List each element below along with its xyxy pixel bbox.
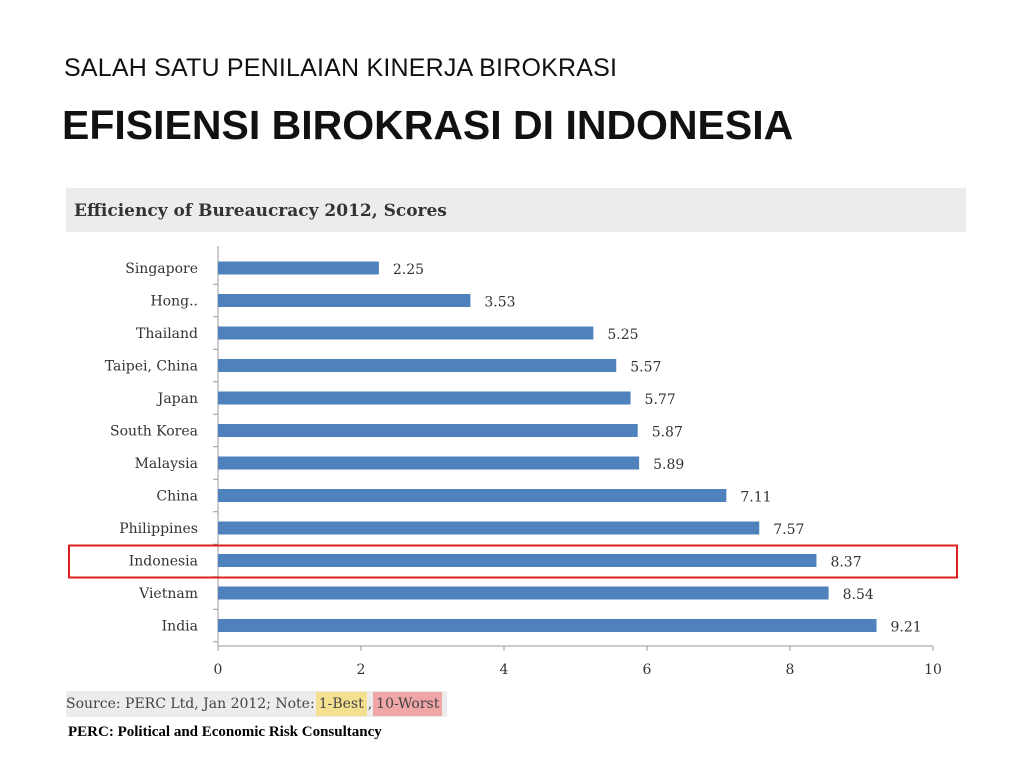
source-line: Source: PERC Ltd, Jan 2012; Note: 1-Best… — [66, 691, 448, 717]
x-tick-label: 0 — [214, 662, 223, 678]
value-label: 7.11 — [740, 490, 771, 506]
bar — [218, 554, 817, 567]
perc-footnote: PERC: Political and Economic Risk Consul… — [68, 724, 382, 740]
category-label: Japan — [156, 391, 198, 407]
category-label: Taipei, China — [105, 359, 198, 375]
slide-subtitle: SALAH SATU PENILAIAN KINERJA BIROKRASI — [64, 54, 618, 82]
indonesia-highlight-box — [68, 544, 958, 579]
worst-note: 10-Worst — [373, 692, 443, 716]
value-label: 2.25 — [393, 262, 424, 278]
bar — [218, 619, 877, 632]
chart-title: Efficiency of Bureaucracy 2012, Scores — [74, 201, 447, 221]
bar — [218, 391, 631, 405]
value-label: 8.54 — [843, 587, 874, 603]
slide-title: EFISIENSI BIROKRASI DI INDONESIA — [62, 102, 794, 148]
value-label: 8.37 — [830, 555, 861, 571]
bar — [218, 261, 379, 275]
bar — [218, 489, 727, 502]
category-label: Philippines — [119, 521, 198, 537]
category-label: Malaysia — [135, 456, 198, 472]
note-separator: , — [367, 696, 373, 712]
value-label: 5.87 — [652, 425, 683, 441]
category-label: Vietnam — [138, 586, 198, 602]
x-tick-label: 10 — [924, 662, 942, 678]
category-label: India — [162, 619, 198, 635]
source-prefix: Source: PERC Ltd, Jan 2012; Note: — [66, 696, 315, 712]
bar — [218, 294, 471, 307]
category-label: China — [156, 489, 198, 505]
category-label: Thailand — [136, 326, 198, 342]
bar — [218, 424, 638, 437]
value-label: 9.21 — [891, 620, 922, 636]
value-label: 5.25 — [607, 327, 638, 343]
value-label: 5.57 — [630, 360, 661, 376]
x-tick-label: 2 — [357, 662, 366, 678]
x-tick-label: 8 — [786, 662, 795, 678]
bar — [218, 521, 760, 535]
plot-area: Singapore 2.25 Hong.. 3.53 Thailand 5.25 Taipe… — [68, 246, 958, 678]
chart-panel: Efficiency of Bureaucracy 2012, Scores S… — [66, 188, 966, 692]
bar — [218, 456, 640, 470]
category-label: Indonesia — [129, 554, 198, 570]
value-label: 3.53 — [484, 295, 515, 311]
category-label: Singapore — [125, 261, 198, 277]
bar — [218, 359, 617, 372]
category-label: Hong.. — [150, 294, 198, 310]
best-note: 1-Best — [315, 692, 367, 716]
value-label: 5.89 — [653, 457, 684, 473]
value-label: 5.77 — [645, 392, 676, 408]
bar — [218, 586, 829, 600]
bar-chart: Efficiency of Bureaucracy 2012, Scores S… — [66, 188, 966, 678]
x-tick-label: 6 — [643, 662, 652, 678]
chart-title-band — [66, 188, 966, 232]
bar — [218, 326, 594, 340]
value-label: 7.57 — [773, 522, 804, 538]
category-label: South Korea — [110, 424, 198, 440]
x-tick-label: 4 — [500, 662, 509, 678]
